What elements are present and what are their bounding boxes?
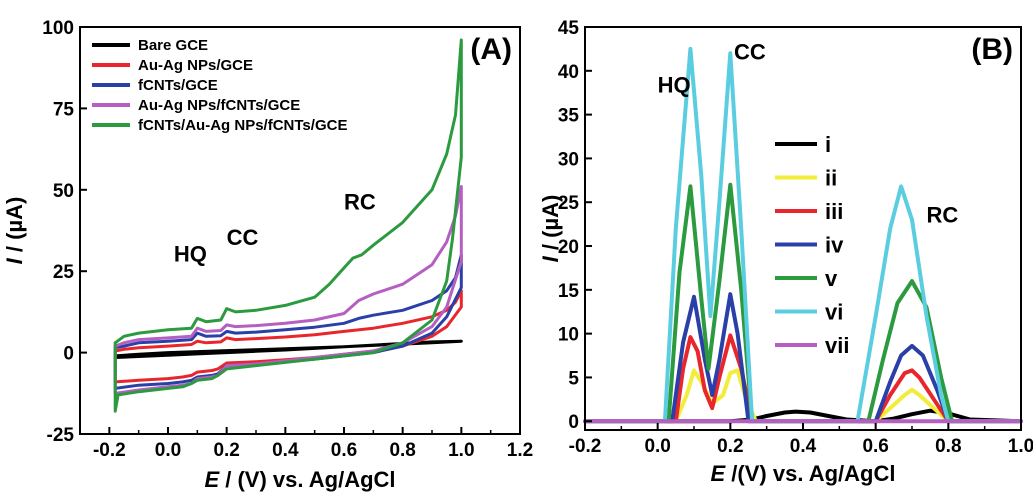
chart-panel-a: -0.2 0.0 0.2 0.4 0.6 0.8 1.0 1.2 -25 0 25 50 75 100 E … bbox=[2, 18, 533, 492]
legend-label: Bare GCE bbox=[138, 37, 208, 54]
x-tick-label: 1.0 bbox=[1008, 436, 1033, 457]
x-tick-label: 0.4 bbox=[790, 436, 817, 457]
x-tick-label: -0.2 bbox=[569, 436, 602, 457]
legend-label: ii bbox=[825, 166, 837, 191]
series-line-5 bbox=[113, 38, 463, 413]
legend-label: vii bbox=[825, 333, 849, 358]
x-tick-label: 0.0 bbox=[644, 436, 670, 457]
peak-annotation: CC bbox=[227, 225, 259, 250]
y-axis-title: I / (µA) bbox=[2, 197, 27, 265]
series-line-1 bbox=[113, 339, 463, 359]
x-tick-label: 0.0 bbox=[155, 440, 181, 461]
series-line-4 bbox=[113, 185, 463, 395]
y-axis-title: I / (µA) bbox=[538, 195, 563, 263]
series-line-4 bbox=[583, 292, 1023, 424]
peak-annotation: RC bbox=[344, 189, 376, 214]
chart-panel-b: -0.2 0.0 0.2 0.4 0.6 0.8 1.0 0 5 10 15 20 25 30 35 40 45… bbox=[538, 18, 1033, 486]
legend-label: iii bbox=[825, 199, 843, 224]
y-tick-label: 50 bbox=[53, 181, 74, 202]
x-tick-label: 1.0 bbox=[448, 440, 474, 461]
legend-label: Au-Ag NPs/fCNTs/GCE bbox=[138, 97, 300, 114]
plot-frame bbox=[584, 26, 1022, 431]
x-tick-label: 1.2 bbox=[507, 440, 533, 461]
x-axis-title: E /(V) vs. Ag/AgCl bbox=[711, 461, 896, 486]
peak-annotation: RC bbox=[927, 202, 959, 227]
y-tick-label: 45 bbox=[558, 18, 580, 39]
peak-annotation: CC bbox=[734, 39, 766, 64]
legend-label: vi bbox=[825, 300, 843, 325]
y-tick-label: 10 bbox=[558, 325, 579, 346]
y-tick-label: -25 bbox=[47, 425, 75, 446]
legend-label: fCNTs/GCE bbox=[138, 77, 218, 94]
panel-label: (B) bbox=[971, 33, 1013, 66]
y-tick-label: 75 bbox=[53, 99, 75, 120]
legend-label: i bbox=[825, 132, 831, 157]
y-tick-label: 0 bbox=[63, 344, 74, 365]
x-tick-label: 0.6 bbox=[862, 436, 888, 457]
plot-frame bbox=[79, 26, 521, 435]
y-tick-label: 25 bbox=[53, 262, 75, 283]
y-tick-label: 25 bbox=[558, 193, 580, 214]
peak-annotation: HQ bbox=[174, 241, 207, 266]
legend-label: fCNTs/Au-Ag NPs/fCNTs/GCE bbox=[138, 117, 347, 134]
y-tick-label: 5 bbox=[568, 368, 579, 389]
x-tick-label: 0.8 bbox=[935, 436, 961, 457]
y-tick-label: 30 bbox=[558, 149, 579, 170]
y-tick-label: 15 bbox=[558, 281, 580, 302]
y-tick-label: 0 bbox=[568, 412, 579, 433]
x-tick-label: 0.6 bbox=[331, 440, 357, 461]
x-tick-label: 0.8 bbox=[389, 440, 415, 461]
x-tick-label: 0.2 bbox=[717, 436, 743, 457]
y-tick-label: 100 bbox=[42, 18, 74, 39]
y-tick-label: 20 bbox=[558, 237, 579, 258]
series-line-6 bbox=[583, 46, 1023, 424]
legend-label: v bbox=[825, 266, 838, 291]
y-tick-label: 40 bbox=[558, 62, 579, 83]
peak-annotation: HQ bbox=[658, 73, 691, 98]
legend-label: Au-Ag NPs/GCE bbox=[138, 57, 253, 74]
x-tick-label: 0.2 bbox=[213, 440, 239, 461]
x-tick-label: 0.4 bbox=[272, 440, 299, 461]
x-tick-label: -0.2 bbox=[93, 440, 126, 461]
y-tick-label: 35 bbox=[558, 106, 580, 127]
panel-label: (A) bbox=[470, 33, 512, 66]
x-axis-title: E / (V) vs. Ag/AgCl bbox=[204, 467, 395, 492]
legend-label: iv bbox=[825, 233, 844, 258]
series-line-3 bbox=[583, 333, 1023, 424]
